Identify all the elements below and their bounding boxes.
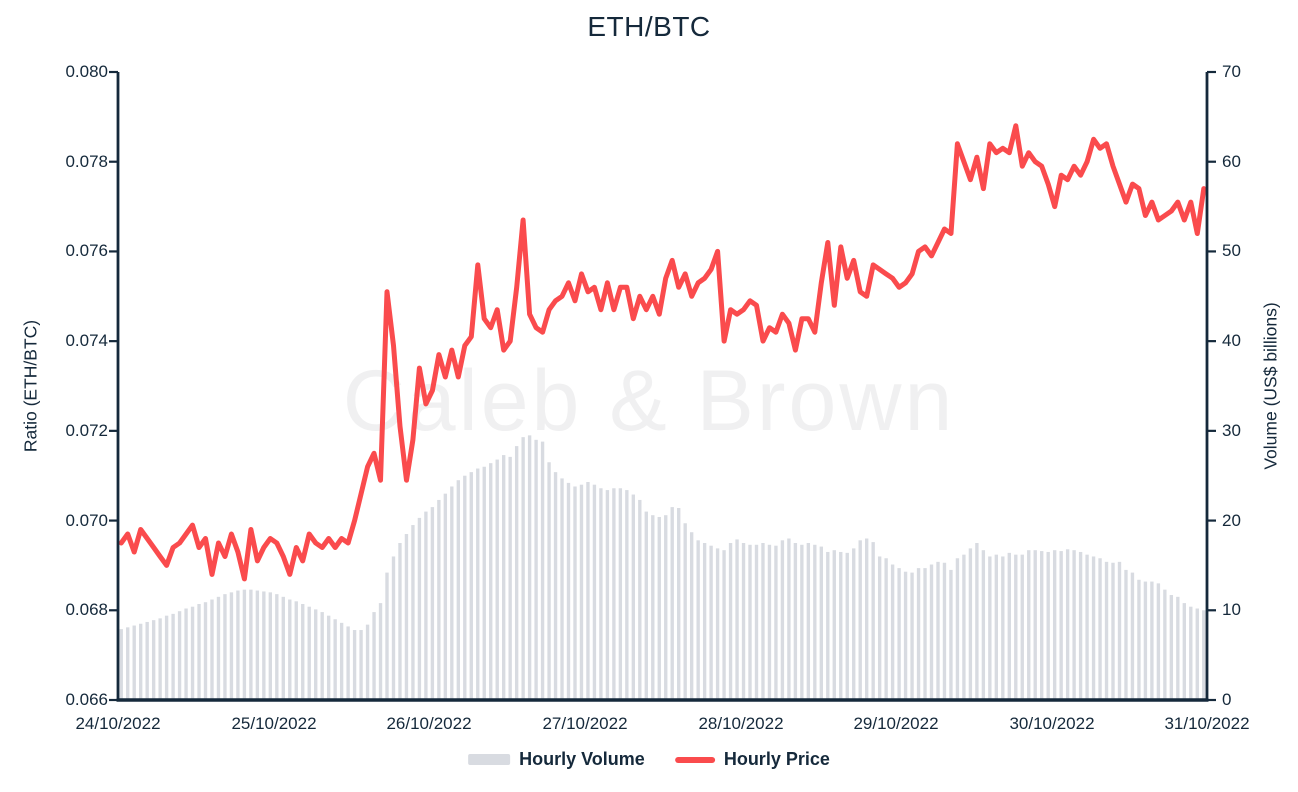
left-axis-tick: 0.068 <box>65 600 108 619</box>
right-axis-tick: 30 <box>1222 421 1241 440</box>
left-axis-tick: 0.078 <box>65 152 108 171</box>
x-axis-label: 24/10/2022 <box>75 714 161 733</box>
price-swatch <box>674 756 715 763</box>
axis-lines <box>116 72 1209 702</box>
axis-ticks <box>109 70 1216 702</box>
right-axis-tick: 10 <box>1222 600 1241 619</box>
x-axis-label: 28/10/2022 <box>698 714 784 733</box>
left-axis-tick: 0.066 <box>65 690 108 709</box>
x-axis-label: 31/10/2022 <box>1164 714 1250 733</box>
right-axis-tick: 0 <box>1222 690 1232 709</box>
right-axis-tick: 20 <box>1222 511 1241 530</box>
left-axis-tick: 0.076 <box>65 241 108 260</box>
x-axis-label: 26/10/2022 <box>386 714 472 733</box>
left-axis-tick: 0.072 <box>65 421 108 440</box>
legend: Hourly Volume Hourly Price <box>468 749 830 770</box>
right-axis-tick: 40 <box>1222 331 1241 350</box>
left-axis-tick: 0.080 <box>65 62 108 81</box>
x-axis-label: 27/10/2022 <box>542 714 628 733</box>
page-title: ETH/BTC <box>587 11 711 42</box>
x-axis-label: 30/10/2022 <box>1009 714 1095 733</box>
legend-item-price: Hourly Price <box>674 749 830 770</box>
right-axis-tick: 70 <box>1222 62 1241 81</box>
x-axis-label: 29/10/2022 <box>853 714 939 733</box>
legend-price-label: Hourly Price <box>723 749 830 769</box>
x-axis-label: 25/10/2022 <box>231 714 317 733</box>
volume-swatch <box>468 754 511 765</box>
left-axis-title: Ratio (ETH/BTC) <box>20 319 41 453</box>
left-axis-tick: 0.070 <box>65 511 108 530</box>
right-axis-title: Volume (US$ billions) <box>1260 302 1281 470</box>
right-axis-tick: 60 <box>1222 152 1241 171</box>
price-line <box>118 123 1207 582</box>
left-axis-tick: 0.074 <box>65 331 108 350</box>
legend-item-volume: Hourly Volume <box>468 749 645 770</box>
volume-bars <box>119 435 1206 700</box>
legend-volume-label: Hourly Volume <box>519 749 645 769</box>
right-axis-tick: 50 <box>1222 241 1241 260</box>
